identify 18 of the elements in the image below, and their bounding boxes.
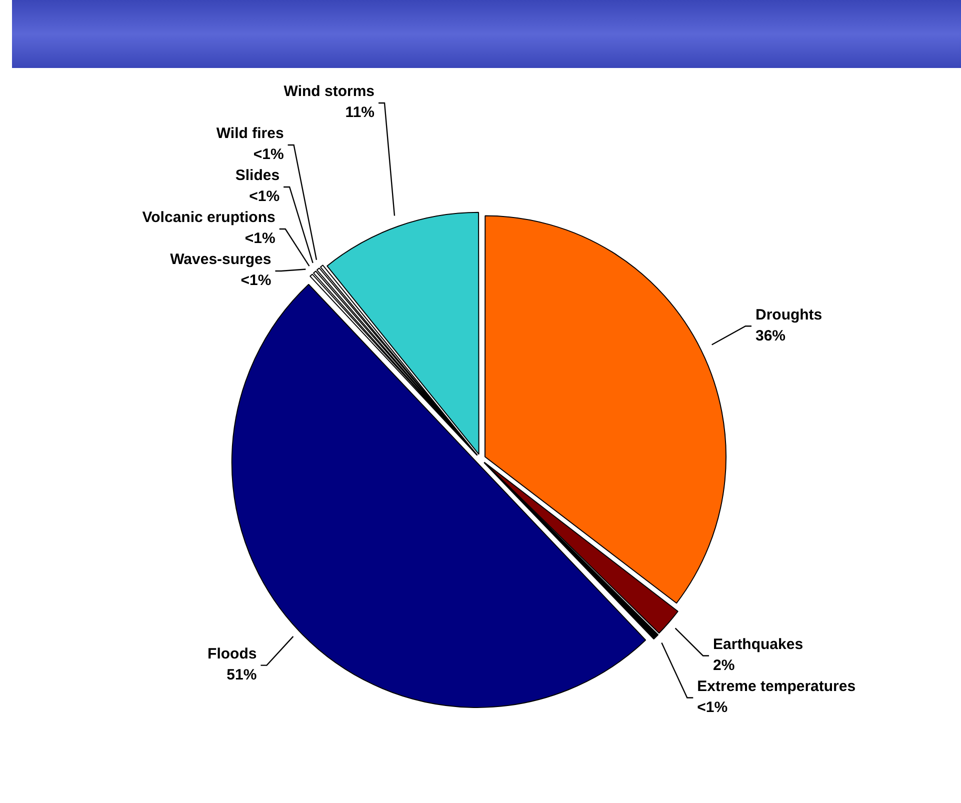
data-label: <1% [249,188,280,206]
slice-label: Waves-surges [170,251,272,268]
slice-label: Wild fires [216,125,284,142]
slice-label: Droughts [755,306,822,324]
slice-label: Earthquakes [713,636,804,653]
slice-label: Extreme temperatures [697,678,856,695]
data-label: 11% [345,104,375,122]
slice-label: Volcanic eruptions [142,209,276,226]
data-label: <1% [697,698,728,716]
data-label: 2% [713,656,735,674]
data-label: <1% [253,146,284,164]
slice-label: Floods [208,645,257,662]
data-label: 51% [226,666,257,684]
data-label: <1% [240,272,272,290]
slice-label: Wind storms [284,83,375,100]
data-label: <1% [244,230,276,248]
data-label: 36% [755,327,786,344]
slice-label: Slides [235,167,280,184]
